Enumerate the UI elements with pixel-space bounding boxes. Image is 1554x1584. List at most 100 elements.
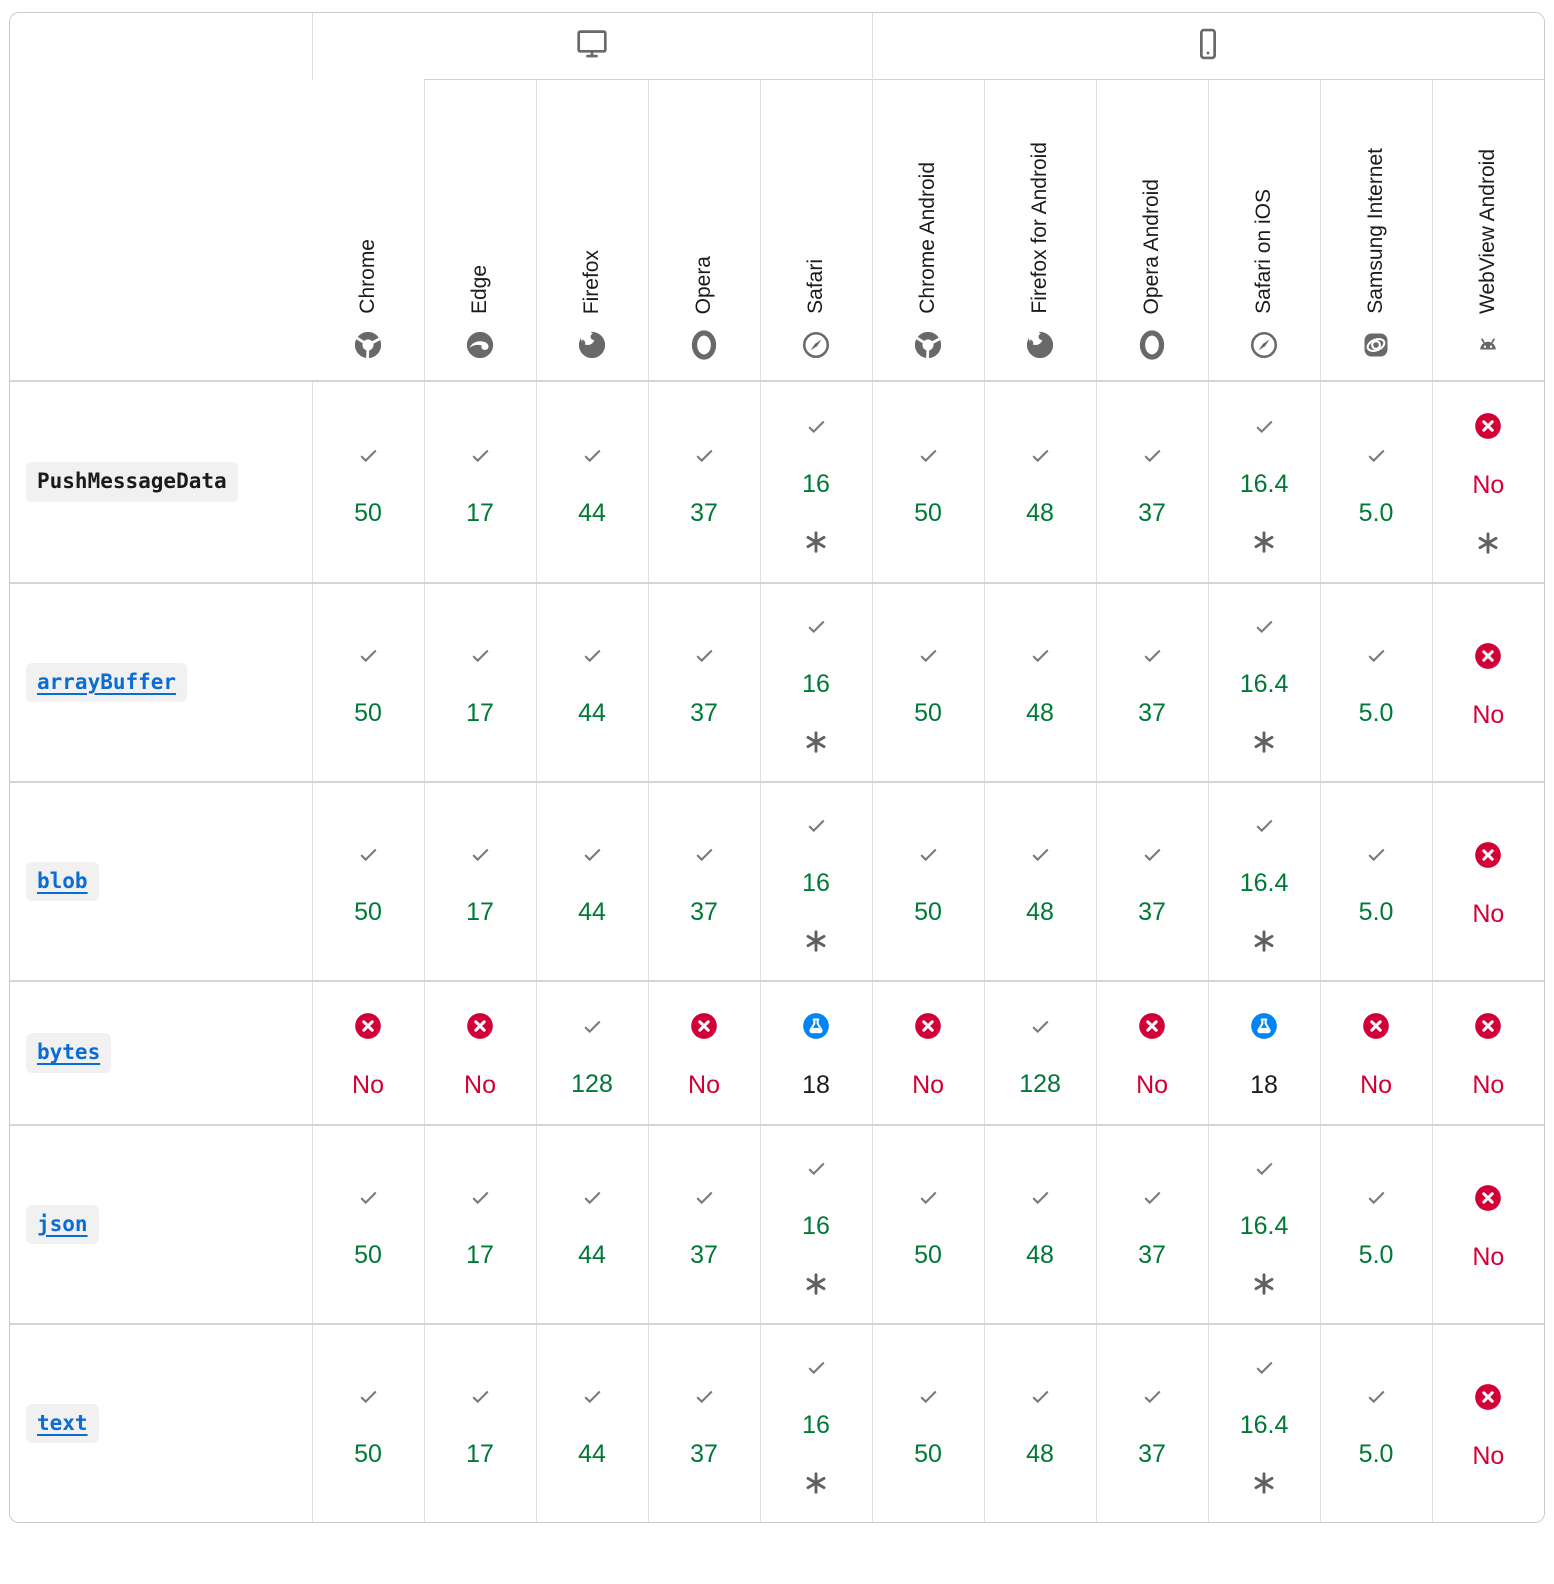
support-cell[interactable]: 17	[423, 1324, 536, 1522]
cross-circle-icon	[1474, 412, 1502, 440]
support-cell[interactable]: 16	[759, 1324, 873, 1522]
support-cell[interactable]: 128	[535, 981, 648, 1125]
support-cell[interactable]: 48	[983, 1324, 1097, 1522]
check-icon	[1252, 1355, 1277, 1380]
version-value: No	[1472, 1441, 1505, 1470]
support-cell[interactable]: 50	[871, 1324, 985, 1522]
browser-name: WebView Android	[1476, 149, 1500, 314]
support-cell[interactable]: 17	[423, 1125, 536, 1324]
support-cell[interactable]: 128	[983, 981, 1097, 1125]
cross-circle-icon	[1474, 1383, 1502, 1411]
support-cell[interactable]: 16.4	[1207, 782, 1321, 981]
webview-android-icon	[1472, 330, 1504, 360]
support-cell[interactable]: 37	[1095, 583, 1209, 782]
check-icon	[580, 443, 605, 468]
feature-link[interactable]: arrayBuffer	[37, 669, 177, 694]
support-cell[interactable]: 16.4	[1207, 381, 1321, 583]
support-cell[interactable]: No	[423, 981, 536, 1125]
support-cell[interactable]: 17	[423, 381, 536, 583]
support-cell[interactable]: 50	[871, 782, 985, 981]
support-cell[interactable]: 50	[311, 782, 424, 981]
chrome-icon	[353, 330, 383, 360]
support-cell[interactable]: 50	[871, 381, 985, 583]
check-icon	[580, 842, 605, 867]
platform-group-mobile	[871, 13, 1544, 80]
support-cell[interactable]: 16	[759, 782, 873, 981]
support-cell[interactable]: 37	[647, 583, 760, 782]
support-cell[interactable]: 37	[1095, 381, 1209, 583]
asterisk-note-icon	[803, 1470, 829, 1496]
support-cell[interactable]: 44	[535, 1324, 648, 1522]
support-cell[interactable]: 5.0	[1319, 1125, 1433, 1324]
support-cell[interactable]: No	[1095, 981, 1209, 1125]
support-cell[interactable]: 37	[1095, 1324, 1209, 1522]
support-cell[interactable]: 48	[983, 381, 1097, 583]
support-cell[interactable]: 50	[311, 583, 424, 782]
support-cell[interactable]: No	[311, 981, 424, 1125]
opera-icon	[689, 330, 719, 360]
support-cell[interactable]: No	[871, 981, 985, 1125]
support-cell[interactable]: 44	[535, 381, 648, 583]
support-cell[interactable]: 50	[311, 1324, 424, 1522]
support-cell[interactable]: 37	[1095, 1125, 1209, 1324]
support-cell[interactable]: 48	[983, 1125, 1097, 1324]
support-cell[interactable]: No	[1431, 981, 1544, 1125]
support-cell[interactable]: 50	[871, 583, 985, 782]
support-cell[interactable]: 37	[647, 381, 760, 583]
support-cell[interactable]: No	[1431, 1125, 1544, 1324]
support-cell[interactable]: No	[1431, 1324, 1544, 1522]
check-icon	[1252, 813, 1277, 838]
feature-link[interactable]: text	[37, 1410, 88, 1435]
support-cell[interactable]: No	[1431, 381, 1544, 583]
support-cell[interactable]: 5.0	[1319, 782, 1433, 981]
support-cell[interactable]: 50	[311, 381, 424, 583]
feature-link[interactable]: json	[37, 1211, 88, 1236]
support-cell[interactable]: 17	[423, 782, 536, 981]
support-cell[interactable]: No	[1431, 782, 1544, 981]
support-cell[interactable]: 50	[871, 1125, 985, 1324]
table-row: PushMessageData 50 17 44 37	[10, 381, 1544, 583]
support-cell[interactable]: 17	[423, 583, 536, 782]
feature-link[interactable]: blob	[37, 868, 88, 893]
support-cell[interactable]: 50	[311, 1125, 424, 1324]
support-cell[interactable]: 48	[983, 583, 1097, 782]
support-cell[interactable]: 16	[759, 1125, 873, 1324]
support-cell[interactable]: 18	[1207, 981, 1321, 1125]
support-cell[interactable]: 44	[535, 782, 648, 981]
support-cell[interactable]: 44	[535, 583, 648, 782]
browser-column-header: Firefox	[535, 79, 648, 381]
version-value: 37	[690, 498, 718, 527]
support-cell[interactable]: 37	[647, 1324, 760, 1522]
table-row: blob 50 17 44 37	[10, 782, 1544, 981]
version-value: 48	[1026, 898, 1054, 926]
version-value: No	[1360, 1071, 1393, 1099]
check-icon	[356, 1384, 381, 1409]
browser-column-header: Opera	[647, 79, 760, 381]
support-cell[interactable]: 48	[983, 782, 1097, 981]
cross-circle-icon	[690, 1012, 718, 1040]
support-cell[interactable]: No	[1431, 583, 1544, 782]
support-cell[interactable]: 16	[759, 583, 873, 782]
version-value: 18	[802, 1071, 830, 1099]
support-cell[interactable]: 5.0	[1319, 381, 1433, 583]
support-cell[interactable]: No	[1319, 981, 1433, 1125]
support-cell[interactable]: 37	[1095, 782, 1209, 981]
support-cell[interactable]: 16	[759, 381, 873, 583]
support-cell[interactable]: 44	[535, 1125, 648, 1324]
support-cell[interactable]: 18	[759, 981, 873, 1125]
support-cell[interactable]: 37	[647, 782, 760, 981]
asterisk-note-icon	[1251, 928, 1277, 954]
cross-circle-icon	[1362, 1012, 1390, 1040]
support-cell[interactable]: 5.0	[1319, 583, 1433, 782]
support-cell[interactable]: No	[647, 981, 760, 1125]
check-icon	[692, 1185, 717, 1210]
support-cell[interactable]: 16.4	[1207, 1125, 1321, 1324]
support-cell[interactable]: 16.4	[1207, 1324, 1321, 1522]
feature-link[interactable]: bytes	[37, 1040, 101, 1065]
support-cell[interactable]: 5.0	[1319, 1324, 1433, 1522]
version-value: 50	[354, 1241, 382, 1269]
support-cell[interactable]: 16.4	[1207, 583, 1321, 782]
version-value: 50	[914, 1440, 942, 1468]
browser-column-header: Edge	[423, 79, 536, 381]
support-cell[interactable]: 37	[647, 1125, 760, 1324]
